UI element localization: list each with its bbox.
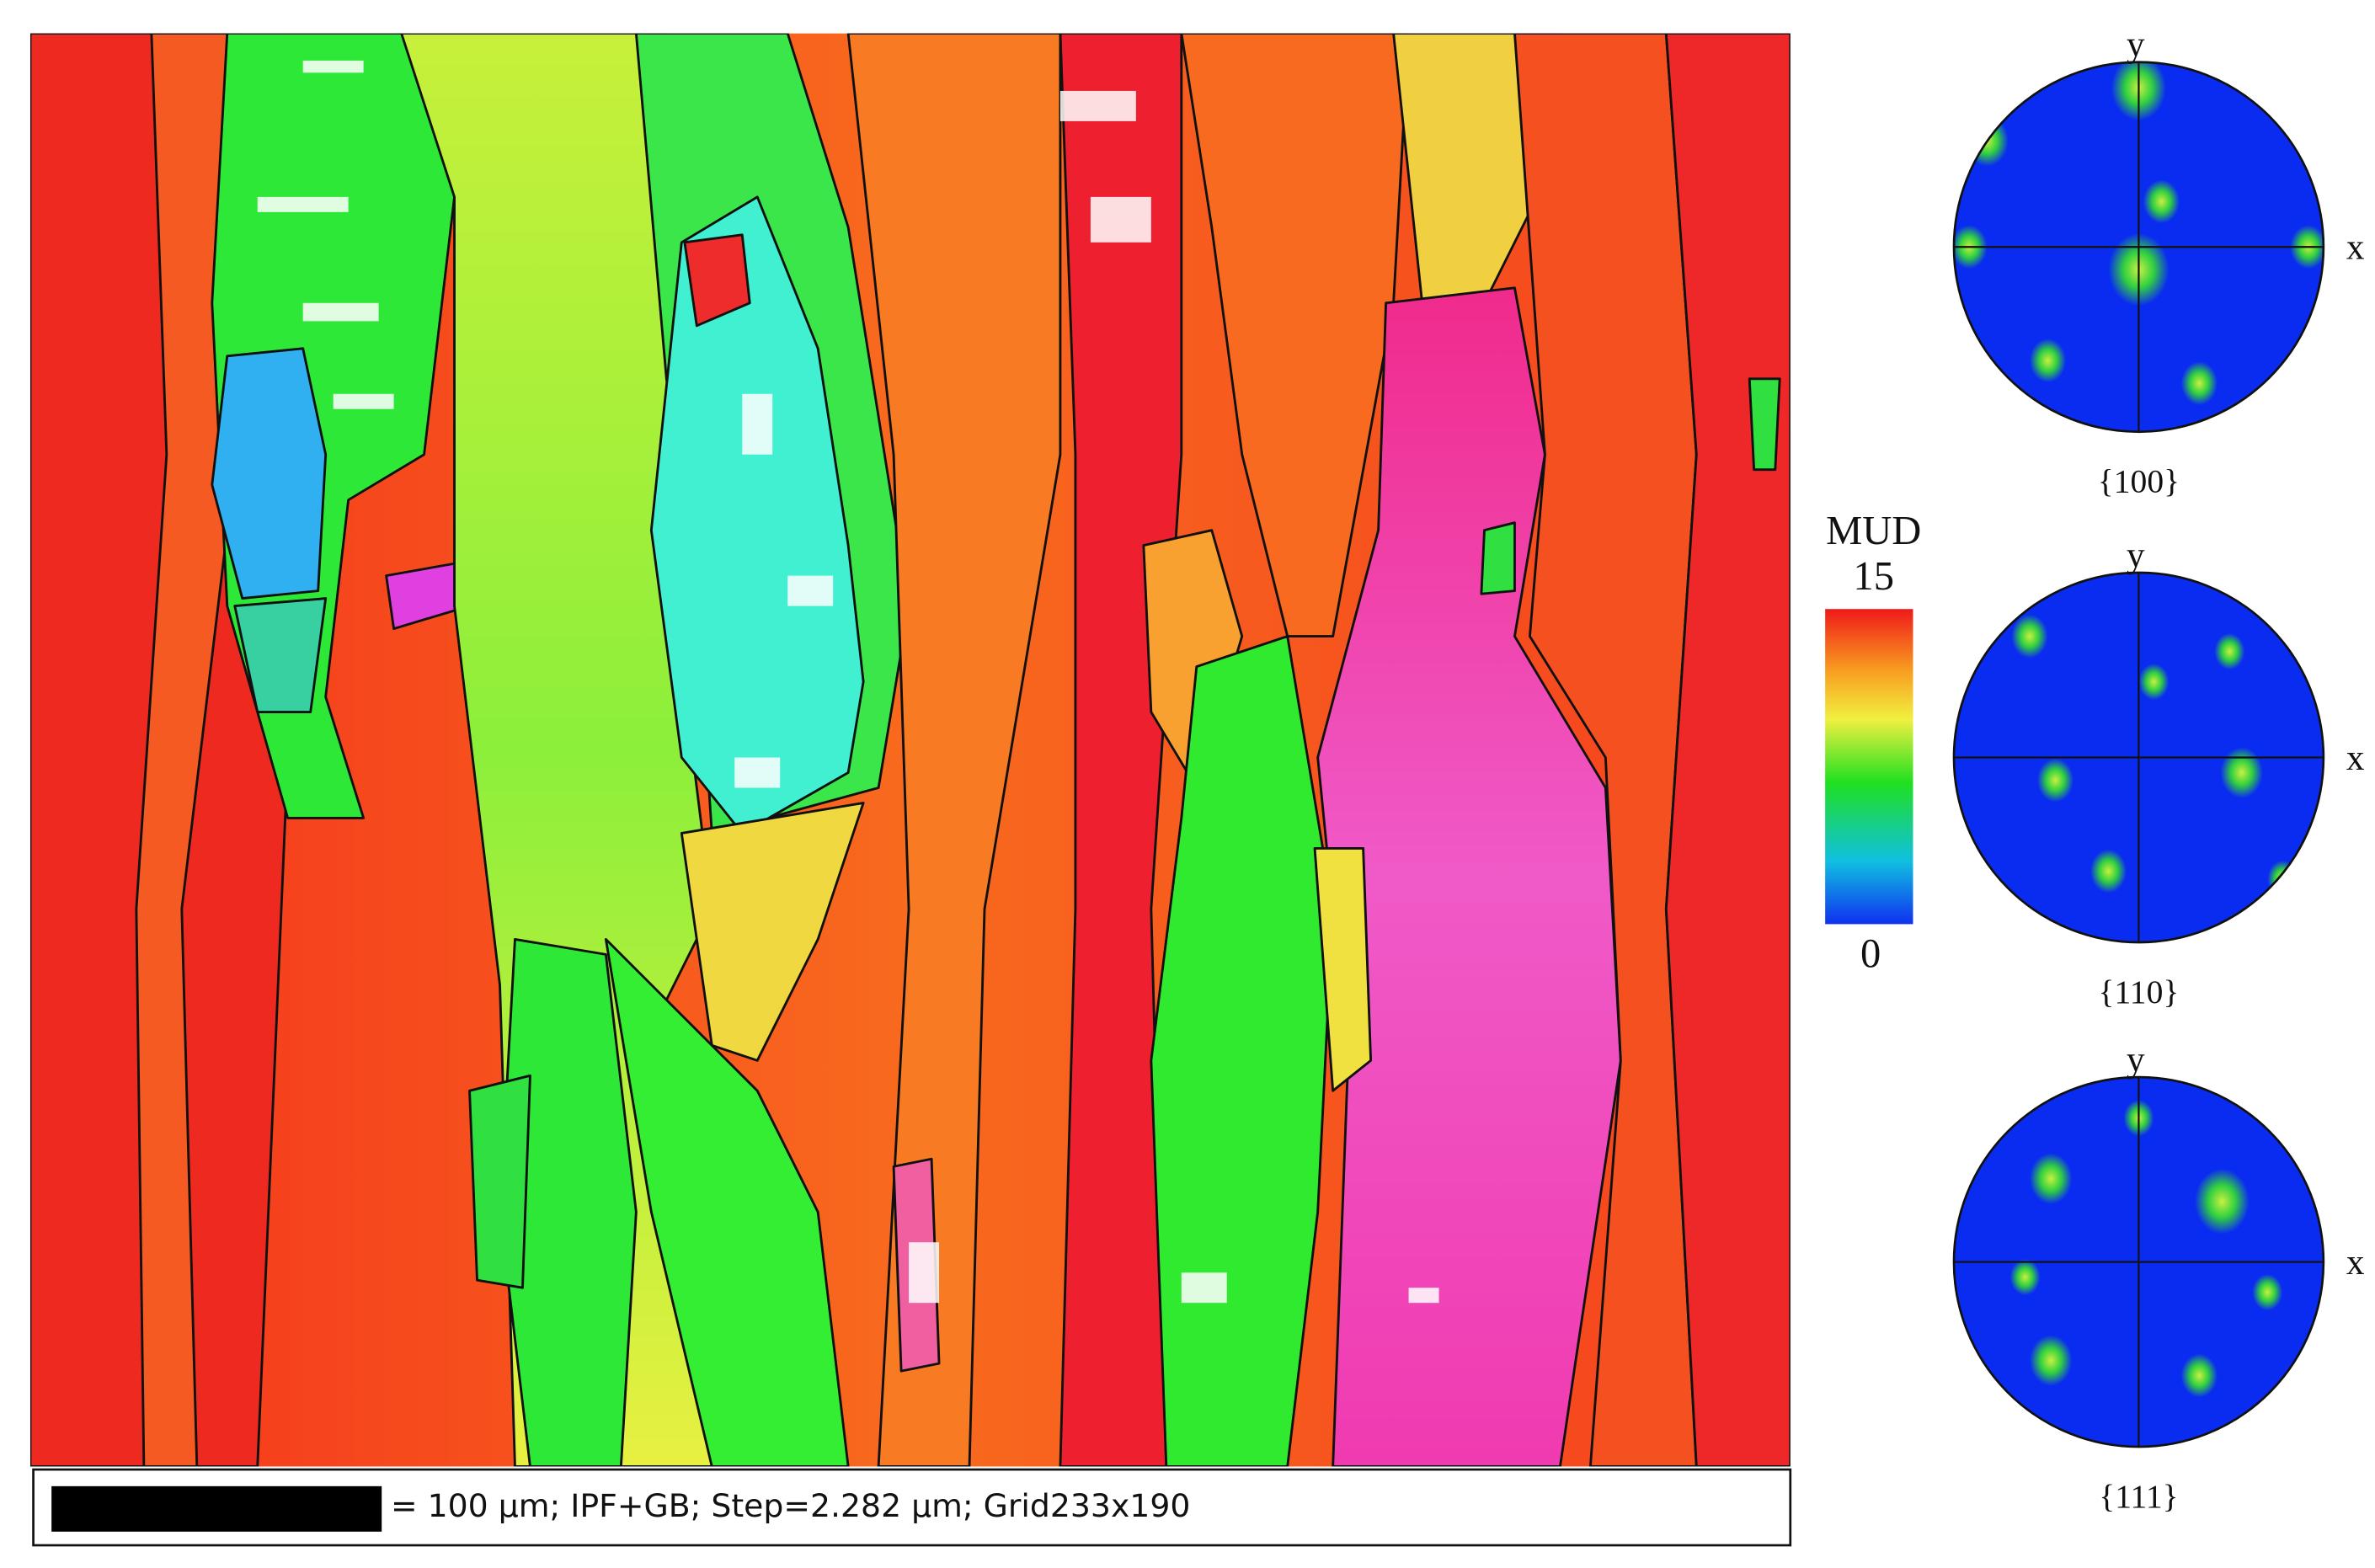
axis-label: y <box>2127 25 2145 65</box>
density-blob <box>2214 632 2245 670</box>
axis-label: y <box>2127 1040 2145 1080</box>
scale-bar <box>51 1485 382 1532</box>
density-blob <box>2180 361 2218 406</box>
axis-label: x <box>2346 228 2365 268</box>
colorbar-min: 0 <box>1860 931 1881 976</box>
pole-figures: y x {100} y x {110} y x {111} <box>1952 25 2365 1515</box>
axis-label: x <box>2346 1243 2365 1283</box>
pole-figure-label: {111} <box>2099 1478 2178 1515</box>
pole-figure-density <box>2009 1100 2283 1398</box>
axis-label: x <box>2346 739 2365 778</box>
density-blob <box>2194 1168 2250 1235</box>
density-blob <box>2029 339 2067 383</box>
density-blob <box>2089 849 2127 893</box>
density-blob <box>2036 758 2074 803</box>
density-blob <box>2252 1273 2283 1311</box>
colorbar-title: MUD <box>1826 508 1921 553</box>
caption: = 100 µm; IPF+GB; Step=2.282 µm; Grid233… <box>391 1487 1190 1524</box>
pole-figure-label: {100} <box>2098 463 2180 500</box>
pole-figure: y x {100} <box>1952 25 2365 500</box>
pole-figure-label: {110} <box>2099 973 2180 1011</box>
pole-figure: y x {110} <box>1952 536 2365 1011</box>
density-blob <box>2180 1353 2218 1398</box>
pole-figure: y x {111} <box>1952 1040 2365 1515</box>
colorbar <box>1825 609 1913 925</box>
density-blob <box>2029 1335 2073 1386</box>
density-blob <box>2220 747 2263 798</box>
density-blob <box>2029 1153 2073 1204</box>
axis-label: y <box>2127 536 2145 575</box>
ebsd-map <box>29 33 1791 1467</box>
density-blob <box>2011 614 2048 659</box>
density-blob <box>2143 179 2180 224</box>
density-blob <box>2267 860 2298 898</box>
colorbar-max: 15 <box>1853 553 1894 599</box>
density-blob <box>2138 663 2170 701</box>
density-blob <box>2009 1258 2041 1296</box>
